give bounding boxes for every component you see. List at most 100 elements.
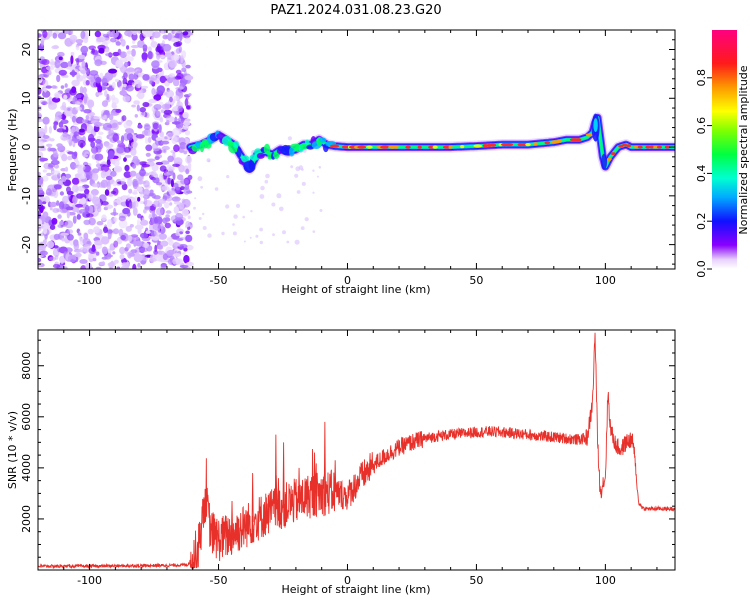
snr-y-tick-label: 2000: [20, 505, 33, 533]
spectrogram-ridge: [184, 112, 675, 175]
noise-speckle: [233, 214, 238, 219]
noise-speckle: [100, 170, 107, 179]
noise-speckle: [53, 156, 57, 166]
ridge-blob: [233, 140, 240, 148]
noise-speckle: [112, 251, 116, 255]
noise-speckle: [49, 201, 57, 208]
noise-speckle: [271, 202, 276, 207]
noise-speckle: [110, 260, 115, 268]
ridge-blob: [300, 143, 309, 150]
noise-speckle: [85, 115, 90, 120]
noise-speckle: [147, 46, 152, 52]
noise-speckle: [123, 121, 132, 129]
noise-speckle: [102, 33, 109, 38]
noise-speckle: [54, 92, 62, 98]
noise-speckle: [161, 140, 170, 145]
noise-speckle: [115, 41, 122, 46]
noise-speckle: [107, 219, 113, 228]
noise-speckle: [63, 74, 69, 78]
noise-speckle: [144, 136, 149, 144]
noise-speckle: [108, 129, 115, 137]
noise-speckle: [118, 215, 126, 222]
noise-speckle: [173, 95, 180, 101]
noise-speckle: [101, 214, 107, 221]
ridge-blob: [236, 147, 242, 158]
noise-speckle: [286, 240, 290, 244]
ridge-hot-core: [575, 138, 582, 142]
noise-speckle: [180, 178, 190, 185]
noise-speckle: [91, 172, 99, 181]
noise-speckle: [148, 98, 157, 104]
noise-speckle: [66, 66, 75, 70]
noise-speckle: [170, 37, 180, 43]
noise-speckle: [119, 254, 125, 260]
noise-speckle: [181, 208, 189, 217]
ridge-spike-core: [593, 118, 598, 133]
noise-speckle: [64, 166, 69, 172]
ridge-hot-core: [380, 145, 390, 149]
noise-speckle: [276, 193, 282, 199]
noise-speckle: [128, 202, 133, 209]
noise-speckle: [164, 136, 169, 140]
noise-speckle: [122, 207, 130, 215]
colorbar-ticks: 0.0 0.2 0.4 0.6 0.8: [695, 69, 712, 278]
noise-speckle: [113, 217, 118, 223]
noise-speckle: [108, 113, 114, 121]
noise-speckle: [143, 197, 148, 206]
ridge-hot-core: [585, 133, 594, 137]
noise-speckle: [154, 89, 158, 95]
noise-speckle: [121, 262, 129, 267]
noise-speckle: [264, 179, 269, 184]
noise-speckle: [123, 72, 128, 79]
noise-speckle: [71, 152, 78, 160]
noise-speckle: [152, 31, 161, 39]
noise-speckle: [160, 109, 165, 113]
noise-speckle: [107, 193, 114, 197]
noise-speckle: [129, 170, 137, 177]
noise-speckle: [87, 99, 95, 108]
colorbar-tick-label: 0.0: [695, 260, 708, 278]
noise-speckle: [179, 244, 188, 249]
noise-speckle: [172, 172, 176, 181]
noise-speckle: [124, 164, 130, 172]
noise-speckle: [125, 243, 131, 249]
noise-speckle: [56, 128, 66, 133]
noise-speckle: [106, 93, 110, 101]
noise-speckle: [118, 219, 128, 229]
noise-speckle: [67, 107, 71, 111]
noise-speckle: [159, 165, 167, 172]
noise-speckle: [126, 67, 135, 75]
noise-speckle: [72, 97, 78, 105]
noise-speckle: [97, 205, 102, 213]
noise-speckle: [155, 207, 164, 216]
noise-speckle: [156, 85, 165, 94]
colorbar-gradient: [712, 30, 737, 269]
ridge-hot-core: [504, 143, 514, 147]
noise-speckle: [57, 246, 61, 253]
noise-speckle: [57, 32, 67, 40]
noise-speckle: [124, 61, 129, 68]
snr-x-tick-label: -100: [77, 574, 102, 587]
noise-speckle: [137, 196, 141, 202]
noise-speckle: [51, 170, 61, 175]
noise-speckle: [242, 215, 245, 219]
ridge-hot-core: [443, 145, 451, 149]
noise-speckle: [185, 230, 190, 235]
noise-speckle: [38, 58, 48, 65]
noise-speckle: [83, 36, 89, 44]
colorbar-tick-label: 0.4: [695, 165, 708, 183]
noise-speckle: [157, 198, 166, 204]
noise-speckle: [69, 35, 76, 40]
noise-speckle: [184, 37, 192, 44]
noise-speckle: [142, 44, 148, 52]
noise-speckle: [120, 135, 125, 143]
noise-speckle: [85, 213, 94, 218]
noise-speckle: [48, 256, 57, 261]
snr-y-ticks: 2000 4000 6000 8000: [20, 339, 675, 558]
noise-speckle: [139, 168, 146, 177]
noise-speckle: [53, 233, 61, 240]
noise-speckle: [165, 214, 170, 219]
ridge-blob: [256, 152, 265, 159]
noise-speckle: [77, 185, 85, 192]
